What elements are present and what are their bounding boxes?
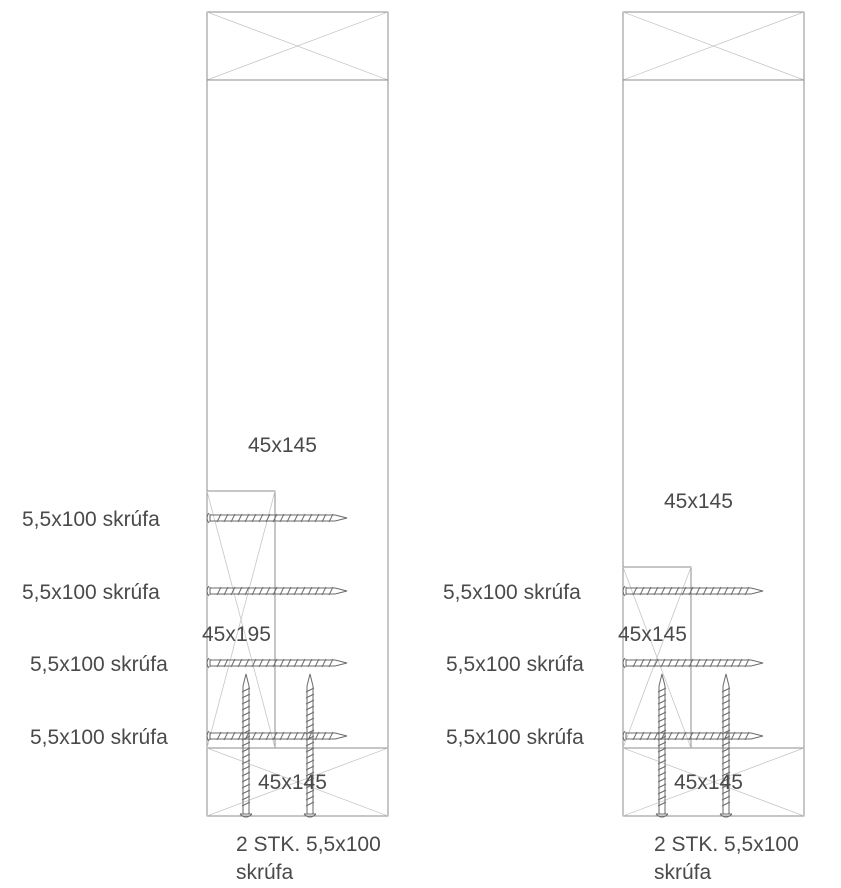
right-screw-label-3: 5,5x100 skrúfa	[446, 726, 584, 749]
right-middle-block-label: 45x145	[618, 623, 687, 646]
left-top-board-cross-b	[206, 11, 389, 81]
left-screw-label-1: 5,5x100 skrúfa	[22, 508, 160, 531]
left-bottom-note-line2: skrúfa	[236, 861, 294, 884]
left-screw-label-4: 5,5x100 skrúfa	[30, 726, 168, 749]
left-middle-block-cross-b	[206, 490, 276, 749]
right-screw-label-1: 5,5x100 skrúfa	[443, 581, 581, 604]
right-screw-label-2: 5,5x100 skrúfa	[446, 653, 584, 676]
right-screw-1	[622, 585, 764, 597]
left-bottom-note-line1: 2 STK. 5,5x100	[236, 833, 381, 856]
left-bottom-board-label: 45x145	[258, 771, 327, 794]
left-bottom-board	[206, 747, 389, 817]
right-screw-3	[622, 730, 764, 742]
left-bottom-board-cross-b	[206, 747, 389, 817]
left-detail: 45x145 45x195 45x145 5,5x100 skrúfa 5,5x…	[22, 11, 389, 884]
right-vertical-board	[622, 79, 805, 749]
right-bottom-note-line1: 2 STK. 5,5x100	[654, 833, 799, 856]
right-vertical-screw-2	[719, 673, 733, 818]
right-bottom-board-label: 45x145	[674, 771, 743, 794]
right-vertical-screw-1	[655, 673, 669, 818]
left-screw-4	[206, 730, 348, 742]
left-screw-1	[206, 512, 348, 524]
left-screw-2	[206, 585, 348, 597]
left-screw-3	[206, 657, 348, 669]
right-bottom-board-cross-b	[622, 747, 805, 817]
left-screw-label-2: 5,5x100 skrúfa	[22, 581, 160, 604]
left-vertical-screw-1	[239, 673, 253, 818]
right-detail: 45x145 45x145 45x145 5,5x100 skrúfa 5,5x…	[443, 11, 805, 884]
left-top-board-label: 45x145	[248, 434, 317, 457]
right-middle-block-cross-b	[622, 566, 692, 749]
right-bottom-board	[622, 747, 805, 817]
left-vertical-board	[206, 79, 389, 749]
left-middle-block-label: 45x195	[202, 623, 271, 646]
right-top-board-label: 45x145	[664, 490, 733, 513]
right-bottom-note-line2: skrúfa	[654, 861, 712, 884]
left-screw-label-3: 5,5x100 skrúfa	[30, 653, 168, 676]
left-vertical-screw-2	[303, 673, 317, 818]
right-top-board-cross-b	[622, 11, 805, 81]
right-screw-2	[622, 657, 764, 669]
